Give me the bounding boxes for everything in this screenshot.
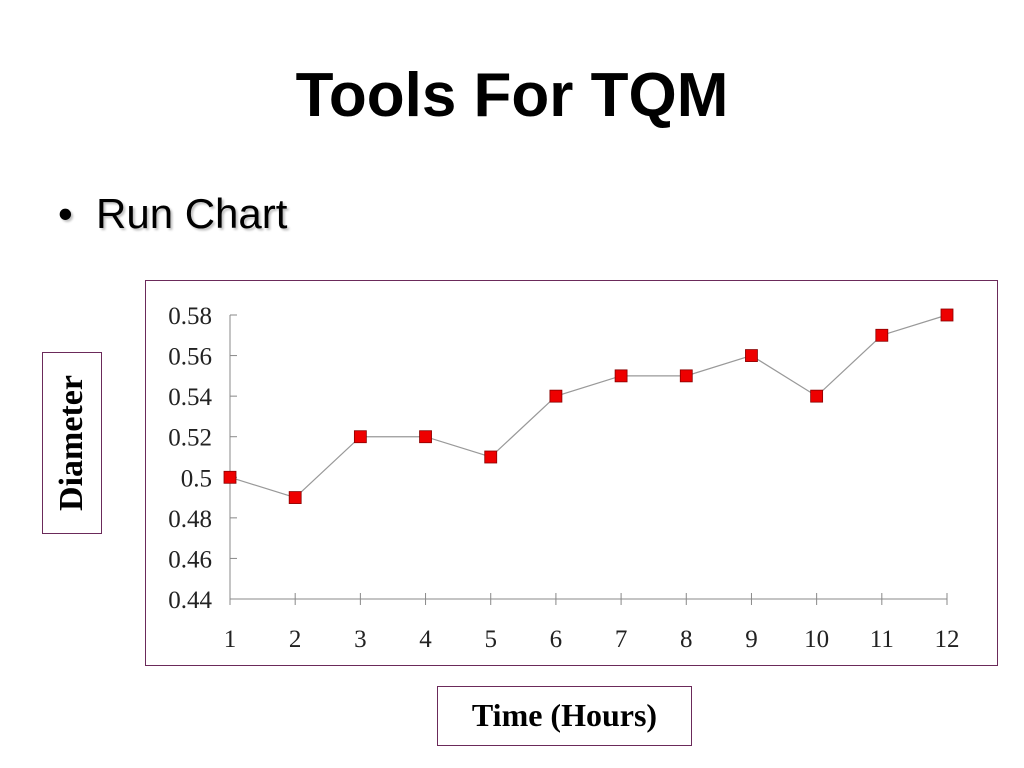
data-point [940, 308, 954, 322]
y-tick-label: 0.48 [168, 506, 212, 533]
data-point [745, 349, 758, 362]
y-tick-label: 0.54 [168, 384, 212, 411]
y-tick-label: 0.44 [168, 587, 212, 614]
series-line [229, 314, 948, 499]
x-tick-label: 11 [870, 626, 894, 653]
x-tick-label: 9 [745, 626, 758, 653]
x-tick-label: 4 [419, 626, 432, 653]
data-point [484, 450, 498, 464]
x-tick-label: 8 [680, 626, 693, 653]
y-tick-label: 0.58 [168, 303, 212, 330]
x-tick-label: 6 [550, 626, 563, 653]
run-chart: 0.580.560.540.520.50.480.460.441 2 3 4 5 6 7 8 9… [168, 303, 960, 653]
x-tick-label: 10 [804, 626, 829, 653]
data-point [549, 389, 563, 403]
data-point [419, 430, 432, 444]
bullet-dot-icon: • [58, 190, 73, 237]
x-axis-label: Time (Hours) [437, 686, 692, 746]
data-point [810, 389, 824, 403]
y-tick-label: 0.52 [168, 425, 212, 452]
y-tick-label: 0.46 [168, 546, 212, 573]
y-tick-label: 0.56 [168, 344, 212, 371]
x-tick-label: 3 [354, 626, 367, 653]
data-point [223, 470, 237, 484]
x-tick-label: 2 [289, 626, 302, 653]
x-tick-label: 1 [224, 626, 237, 653]
x-tick-label: 12 [935, 626, 960, 653]
data-point [353, 430, 367, 444]
data-point [679, 369, 693, 383]
chart-frame: 0.58 0.56 0.54 0.52 0.5 0.48 0.46 0.44 1 2 3 4 5 6 7 8 9… [145, 280, 998, 666]
y-axis-label: Diameter [53, 375, 90, 511]
bullet-text: Run Chart [96, 190, 288, 237]
y-tick-label: 0.5 [181, 465, 212, 492]
x-tick-label: 5 [484, 626, 497, 653]
slide-title: Tools For TQM [295, 61, 729, 130]
y-axis-label-box: Diameter [42, 352, 102, 534]
data-point [614, 369, 628, 383]
bullet-item: • Run Chart [58, 188, 287, 240]
data-point [875, 328, 889, 342]
data-point [288, 491, 302, 504]
x-tick-label: 7 [615, 626, 628, 653]
